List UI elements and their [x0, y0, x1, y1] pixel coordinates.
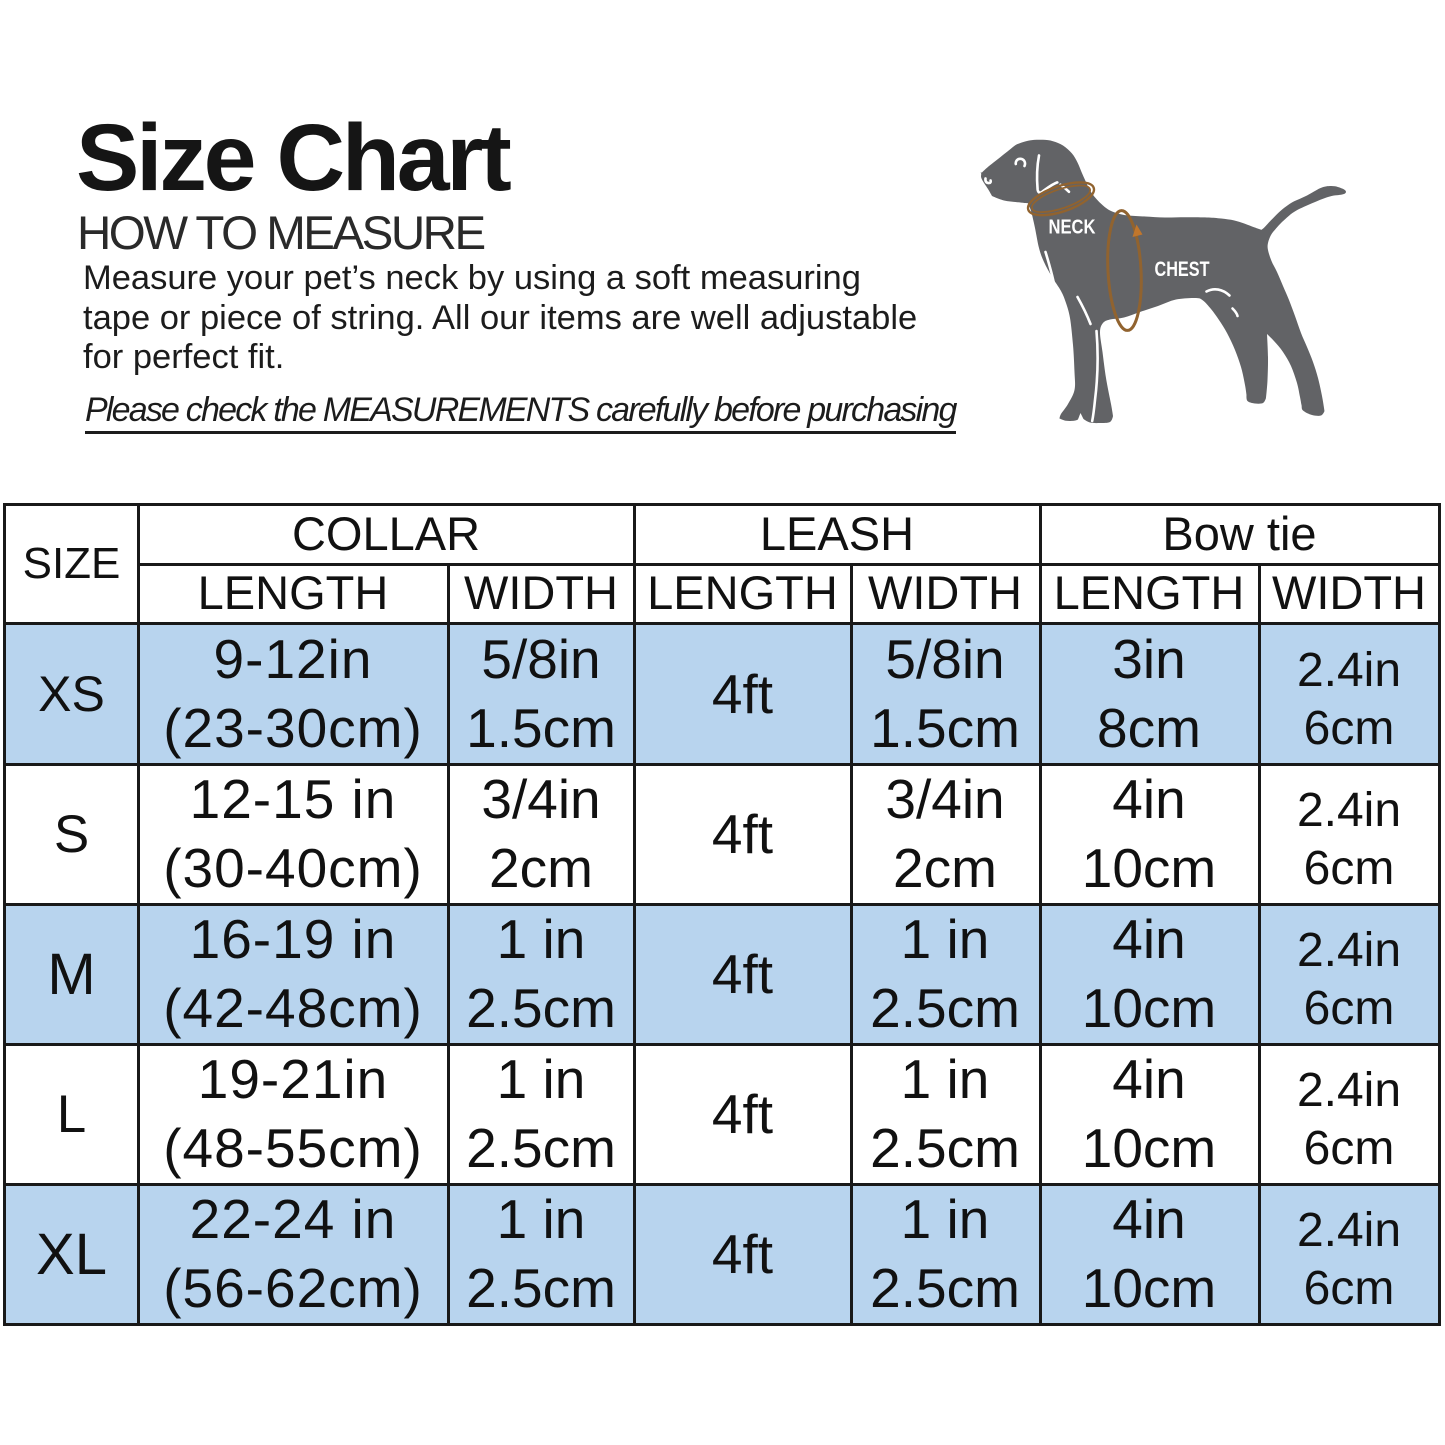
svg-text:NECK: NECK [1049, 217, 1096, 239]
svg-text:CHEST: CHEST [1155, 258, 1210, 281]
